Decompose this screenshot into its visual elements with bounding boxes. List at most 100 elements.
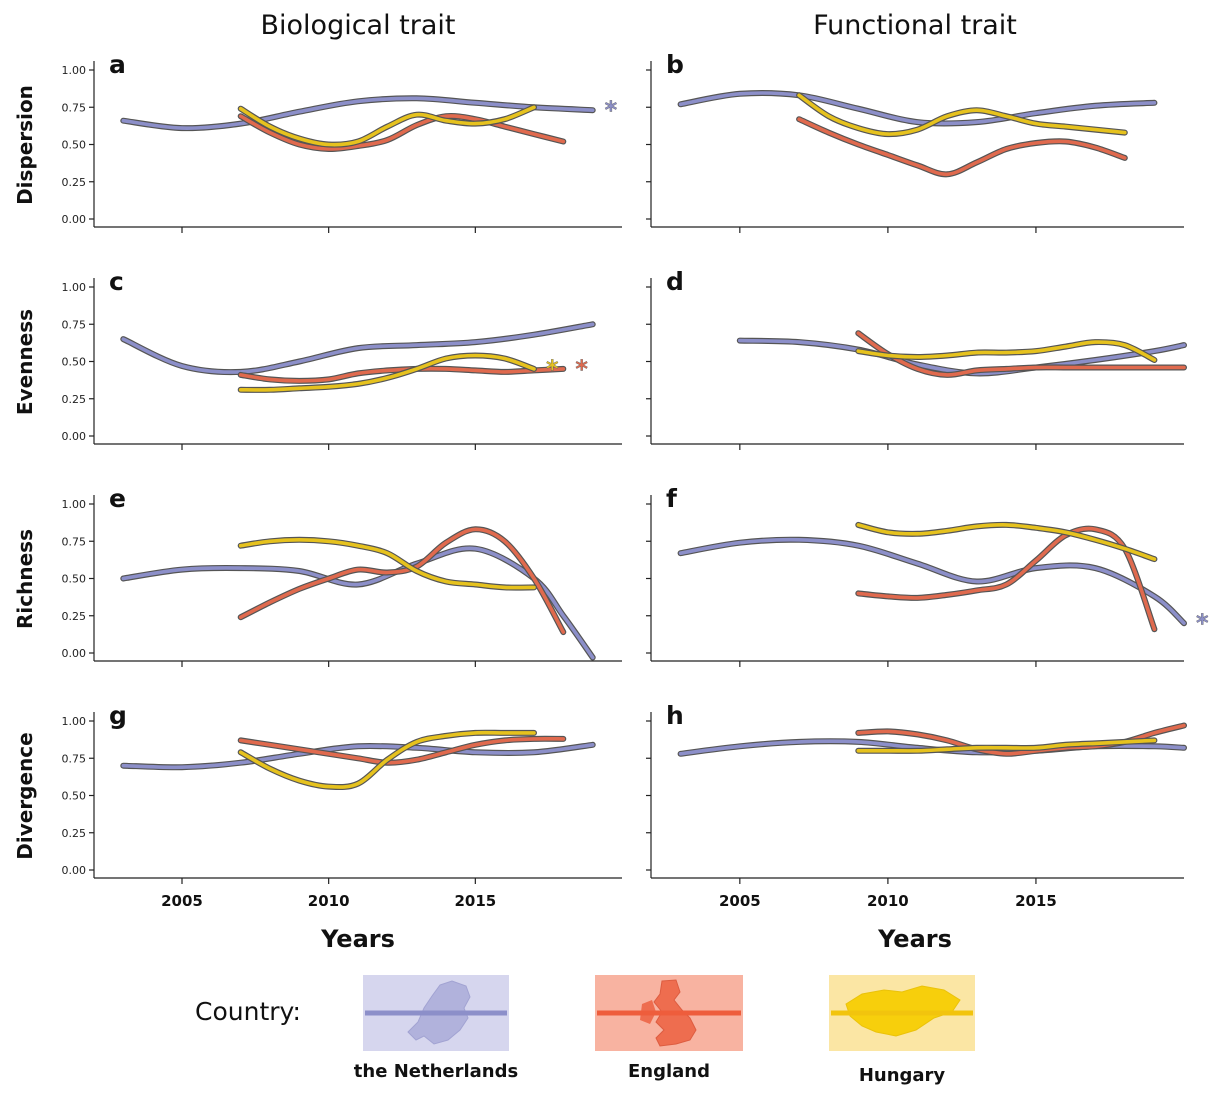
panel-a: 0.00 0.25 0.50 0.75 1.00 a * xyxy=(62,50,622,233)
panel-letter-g: g xyxy=(109,701,127,730)
panel-letter-f: f xyxy=(666,484,678,513)
panel-b: b xyxy=(646,50,1184,233)
y-tick-label: 1.00 xyxy=(62,498,87,511)
legend-title: Country: xyxy=(195,997,301,1026)
series-hungary-d xyxy=(855,339,1158,363)
panel-e: 0.00 0.25 0.50 0.75 1.00 e xyxy=(62,484,622,667)
series-line xyxy=(797,93,1127,136)
y-tick-label: 0.25 xyxy=(62,827,87,840)
series-outline xyxy=(677,536,1187,627)
y-tick-label: 1.00 xyxy=(62,281,87,294)
panel-letter-a: a xyxy=(109,50,126,79)
panel-letter-d: d xyxy=(666,267,684,296)
series-netherlands-f xyxy=(677,536,1187,627)
significance-asterisk: * xyxy=(605,96,618,124)
legend: Country: the Netherlands England Hungary xyxy=(195,975,975,1086)
y-tick-label: 1.00 xyxy=(62,64,87,77)
series-netherlands-c xyxy=(120,321,596,376)
panel-letter-c: c xyxy=(109,267,124,296)
y-tick-label: 0.25 xyxy=(62,393,87,406)
series-hungary-e xyxy=(237,536,537,591)
series-outline xyxy=(237,536,537,591)
series-line xyxy=(856,523,1157,561)
y-tick-label: 0.00 xyxy=(62,647,87,660)
series-england-f xyxy=(855,525,1158,633)
series-netherlands-b xyxy=(677,90,1158,127)
x-axis-title-biological: Years xyxy=(320,925,395,953)
legend-label-england: England xyxy=(628,1061,710,1082)
significance-asterisk: * xyxy=(575,355,588,383)
series-line xyxy=(856,738,1157,753)
series-netherlands-a xyxy=(120,95,596,132)
row-label-divergence: Divergence xyxy=(13,732,37,859)
legend-item-hungary: Hungary xyxy=(829,975,975,1086)
significance-asterisk: * xyxy=(546,355,559,383)
y-tick-label: 0.75 xyxy=(62,318,87,331)
series-line xyxy=(238,366,566,383)
y-tick-label: 0.25 xyxy=(62,176,87,189)
series-line xyxy=(238,538,536,590)
x-axis-title-functional: Years xyxy=(877,925,952,953)
series-england-a xyxy=(237,112,567,153)
series-line xyxy=(238,730,536,789)
series-outline xyxy=(855,521,1158,563)
series-england-d xyxy=(855,330,1187,378)
panel-letter-e: e xyxy=(109,484,126,513)
y-tick-label: 0.00 xyxy=(62,864,87,877)
series-line xyxy=(121,96,595,130)
series-hungary-b xyxy=(796,92,1128,138)
panel-h: 2005 2010 2015 h xyxy=(646,701,1187,910)
series-line xyxy=(238,353,536,392)
row-label-evenness: Evenness xyxy=(13,309,37,415)
x-tick-label: 2015 xyxy=(454,892,496,910)
legend-label-hungary: Hungary xyxy=(859,1065,946,1086)
series-outline xyxy=(237,526,567,636)
legend-label-netherlands: the Netherlands xyxy=(354,1061,518,1082)
x-tick-label: 2005 xyxy=(719,892,761,910)
series-line xyxy=(238,736,566,765)
panel-f: f* xyxy=(646,484,1209,667)
series-england-c xyxy=(237,365,567,384)
legend-item-netherlands: the Netherlands xyxy=(354,975,518,1082)
series-england-b xyxy=(796,116,1128,178)
row-label-richness: Richness xyxy=(13,529,37,629)
series-hungary-a xyxy=(237,104,537,148)
y-tick-label: 0.50 xyxy=(62,790,87,803)
x-tick-label: 2010 xyxy=(308,892,350,910)
series-hungary-c xyxy=(237,352,537,393)
series-netherlands-g xyxy=(120,741,596,771)
column-title-functional: Functional trait xyxy=(813,10,1017,41)
series-line xyxy=(856,340,1157,362)
series-england-e xyxy=(237,526,567,636)
series-line xyxy=(678,537,1186,625)
significance-asterisk: * xyxy=(1196,609,1209,637)
y-tick-label: 0.50 xyxy=(62,356,87,369)
y-tick-label: 0.50 xyxy=(62,139,87,152)
panel-letter-h: h xyxy=(666,701,684,730)
y-tick-label: 0.00 xyxy=(62,213,87,226)
legend-item-england: England xyxy=(595,975,743,1082)
series-line xyxy=(797,117,1127,177)
x-tick-label: 2005 xyxy=(161,892,203,910)
x-tick-label: 2010 xyxy=(867,892,909,910)
series-hungary-h xyxy=(855,737,1158,754)
series-line xyxy=(678,91,1157,126)
series-line xyxy=(856,526,1157,631)
y-tick-label: 0.75 xyxy=(62,535,87,548)
series-line xyxy=(121,743,595,770)
row-label-dispersion: Dispersion xyxy=(13,85,37,205)
series-line xyxy=(238,114,566,151)
y-tick-label: 0.00 xyxy=(62,430,87,443)
x-tick-label: 2015 xyxy=(1015,892,1057,910)
series-hungary-g xyxy=(237,729,537,791)
panel-letter-b: b xyxy=(666,50,684,79)
panel-c: 0.00 0.25 0.50 0.75 1.00 c * * xyxy=(62,267,622,450)
y-tick-label: 0.25 xyxy=(62,610,87,623)
column-title-biological: Biological trait xyxy=(261,10,456,41)
y-tick-label: 0.50 xyxy=(62,573,87,586)
series-line xyxy=(856,331,1186,377)
y-tick-label: 0.75 xyxy=(62,101,87,114)
y-tick-label: 1.00 xyxy=(62,715,87,728)
